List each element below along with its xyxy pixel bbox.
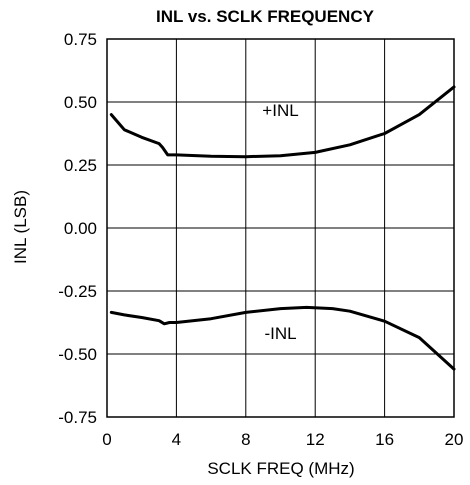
x-tick-label: 0 (102, 430, 111, 449)
y-tick-labels: 0.75 0.50 0.25 0.00 -0.25 -0.50 -0.75 (58, 30, 97, 427)
plot-frame (106, 38, 455, 418)
x-tick-label: 8 (241, 430, 250, 449)
y-tick-label: 0.25 (64, 156, 97, 175)
y-tick-label: 0.75 (64, 30, 97, 49)
y-tick-label: 0.50 (64, 93, 97, 112)
curve-annotation: -INL (264, 324, 296, 343)
chart-title: INL vs. SCLK FREQUENCY (156, 7, 375, 26)
x-tick-labels: 0 4 8 12 16 20 (102, 430, 463, 449)
y-axis-label: INL (LSB) (11, 190, 30, 264)
curve-annotations: +INL -INL (262, 101, 298, 343)
y-tick-label: 0.00 (64, 219, 97, 238)
series-line-plusminus-inl (109, 85, 456, 159)
x-tick-label: 4 (172, 430, 181, 449)
data-curves (109, 85, 456, 371)
y-tick-label: -0.25 (58, 282, 97, 301)
x-tick-label: 20 (445, 430, 464, 449)
y-tick-label: -0.50 (58, 345, 97, 364)
x-tick-label: 16 (375, 430, 394, 449)
series-line-minus-inl (109, 305, 456, 371)
curve-annotation: +INL (262, 101, 298, 120)
x-tick-label: 12 (306, 430, 325, 449)
y-tick-label: -0.75 (58, 408, 97, 427)
x-axis-label: SCLK FREQ (MHz) (207, 459, 354, 478)
grid-lines (106, 38, 455, 418)
